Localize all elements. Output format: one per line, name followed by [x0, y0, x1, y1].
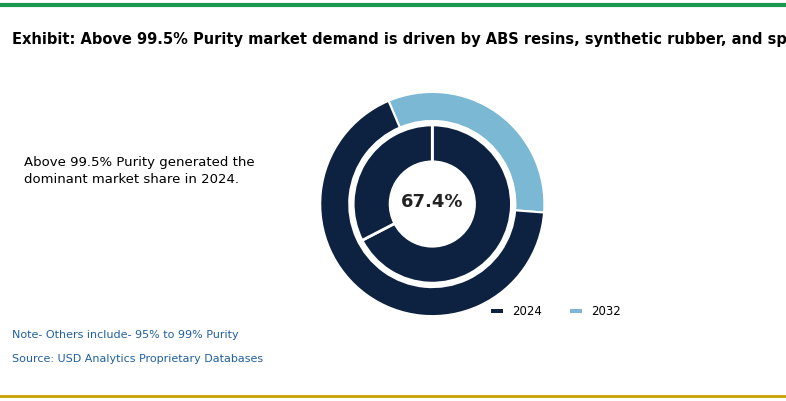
Text: Source: USD Analytics Proprietary Databases: Source: USD Analytics Proprietary Databa… — [12, 353, 263, 363]
Text: 2032: 2032 — [591, 304, 621, 318]
Text: Note- Others include- 95% to 99% Purity: Note- Others include- 95% to 99% Purity — [12, 329, 238, 339]
Wedge shape — [388, 93, 545, 213]
Text: 67.4%: 67.4% — [401, 193, 464, 211]
Bar — [491, 309, 503, 313]
Wedge shape — [353, 126, 432, 241]
Text: Exhibit: Above 99.5% Purity market demand is driven by ABS resins, synthetic rub: Exhibit: Above 99.5% Purity market deman… — [12, 32, 786, 47]
Text: Above 99.5% Purity generated the
dominant market share in 2024.: Above 99.5% Purity generated the dominan… — [24, 156, 254, 185]
Text: 2024: 2024 — [512, 304, 542, 318]
Wedge shape — [320, 101, 544, 316]
Circle shape — [390, 162, 475, 247]
Wedge shape — [362, 126, 512, 284]
Bar — [570, 309, 582, 313]
